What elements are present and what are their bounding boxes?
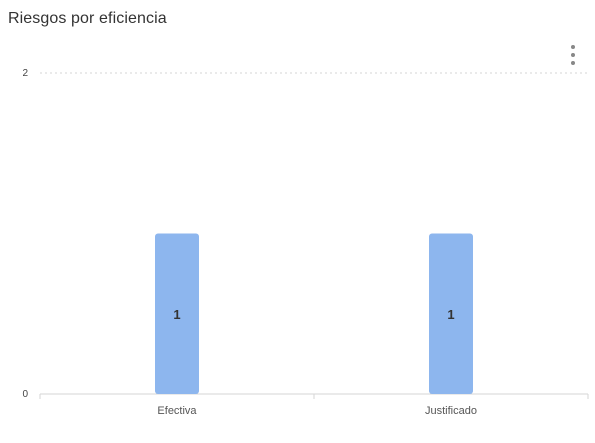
page-title: Riesgos por eficiencia bbox=[8, 10, 167, 27]
bars-group bbox=[155, 233, 473, 394]
x-tick-label: Efectiva bbox=[157, 405, 197, 417]
data-label: 1 bbox=[447, 307, 454, 322]
menu-dot bbox=[571, 61, 575, 65]
menu-dot bbox=[571, 45, 575, 49]
data-label: 1 bbox=[173, 307, 180, 322]
menu-dot bbox=[571, 53, 575, 57]
y-tick-label: 0 bbox=[22, 389, 28, 400]
category-labels-group: Efectiva Justificado bbox=[157, 405, 477, 417]
bar bbox=[155, 233, 199, 394]
x-axis-ticks bbox=[39, 394, 589, 399]
more-vertical-icon[interactable] bbox=[565, 44, 581, 66]
bar bbox=[429, 233, 473, 394]
y-axis-labels: 02 bbox=[22, 68, 28, 400]
x-tick-label: Justificado bbox=[425, 405, 477, 417]
y-tick-label: 2 bbox=[22, 68, 28, 79]
